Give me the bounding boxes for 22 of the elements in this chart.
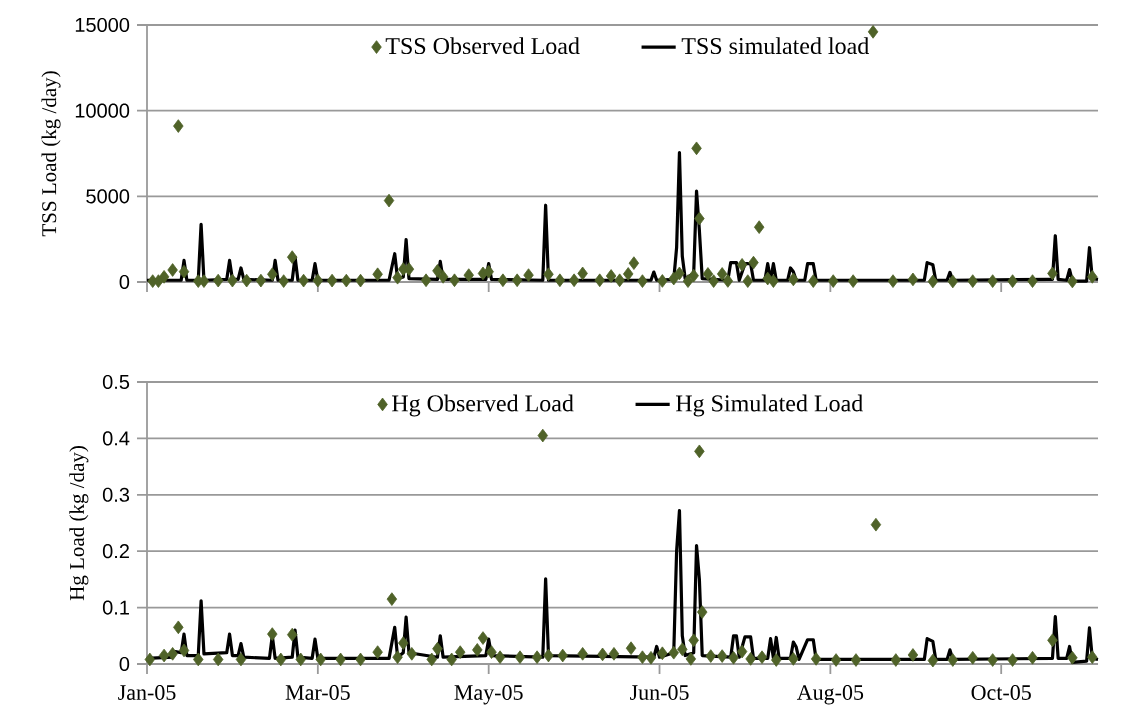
y-tick-label: 0 bbox=[119, 274, 130, 290]
y-tick-label: 15000 bbox=[75, 17, 130, 33]
x-tick-label: Mar-05 bbox=[285, 685, 350, 700]
x-tick-label: Aug-05 bbox=[796, 685, 864, 705]
y-axis-title: Hg Load (kg /day) bbox=[69, 446, 89, 601]
x-tick-label: May-05 bbox=[454, 685, 523, 705]
y-tick-label: 0 bbox=[119, 656, 130, 672]
legend-label: TSS simulated load bbox=[681, 37, 869, 55]
y-tick-label: 0.1 bbox=[102, 600, 129, 615]
y-tick-label: 0.4 bbox=[102, 431, 130, 446]
y-tick-label: 0.5 bbox=[102, 374, 130, 390]
y-tick-label: 0.3 bbox=[102, 487, 130, 502]
legend-label: TSS Observed Load bbox=[385, 37, 580, 55]
legend-label: Hg Simulated Load bbox=[675, 394, 863, 417]
y-tick-label: 5000 bbox=[86, 189, 130, 204]
x-tick-label: Jan-05 bbox=[118, 685, 176, 700]
x-tick-label: Oct-05 bbox=[971, 685, 1031, 700]
y-tick-label: 0.2 bbox=[102, 544, 129, 559]
y-axis-title: TSS Load (kg /day) bbox=[41, 71, 61, 237]
legend-label: Hg Observed Load bbox=[392, 394, 574, 417]
x-tick-label: Jun-05 bbox=[630, 685, 689, 700]
y-tick-label: 10000 bbox=[75, 103, 130, 118]
